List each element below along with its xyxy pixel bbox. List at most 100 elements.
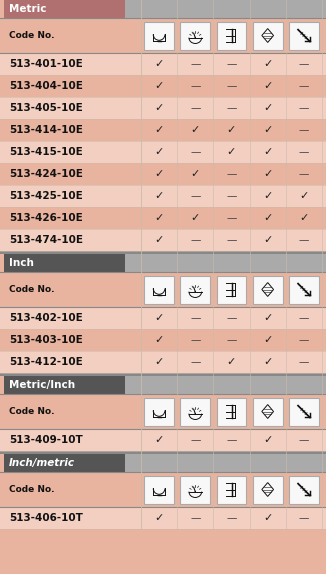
Text: ✓: ✓: [263, 235, 273, 245]
FancyBboxPatch shape: [217, 21, 246, 49]
FancyBboxPatch shape: [144, 475, 174, 503]
Text: —: —: [190, 147, 200, 157]
Text: ✓: ✓: [263, 357, 273, 367]
Bar: [0, 329, 326, 351]
FancyBboxPatch shape: [289, 475, 319, 503]
FancyBboxPatch shape: [181, 475, 210, 503]
Text: ✓: ✓: [263, 513, 273, 523]
Text: ✓: ✓: [155, 335, 164, 345]
Circle shape: [195, 413, 196, 414]
Text: Code No.: Code No.: [9, 407, 54, 416]
Text: —: —: [299, 435, 309, 445]
Text: —: —: [226, 213, 237, 223]
Text: Code No.: Code No.: [9, 285, 54, 294]
Bar: [0, 507, 326, 529]
Text: —: —: [190, 313, 200, 323]
Text: —: —: [190, 513, 200, 523]
Text: Metric: Metric: [9, 4, 47, 14]
Text: ✓: ✓: [155, 147, 164, 157]
FancyBboxPatch shape: [181, 398, 210, 425]
Bar: [0, 185, 326, 207]
FancyBboxPatch shape: [217, 398, 246, 425]
Text: —: —: [299, 357, 309, 367]
Bar: [4, 254, 125, 272]
Text: ✓: ✓: [155, 81, 164, 91]
Bar: [125, 254, 326, 272]
Bar: [0, 394, 326, 429]
Text: ✓: ✓: [155, 213, 164, 223]
Text: ✓: ✓: [263, 103, 273, 113]
Bar: [0, 351, 326, 373]
Text: —: —: [299, 81, 309, 91]
FancyBboxPatch shape: [144, 398, 174, 425]
Text: —: —: [190, 81, 200, 91]
Text: ✓: ✓: [227, 125, 236, 135]
Text: ✓: ✓: [299, 191, 309, 201]
Text: —: —: [299, 235, 309, 245]
Bar: [0, 119, 326, 141]
Text: —: —: [299, 335, 309, 345]
Text: —: —: [190, 357, 200, 367]
Text: ✓: ✓: [155, 357, 164, 367]
Text: 513-425-10E: 513-425-10E: [9, 191, 83, 201]
FancyBboxPatch shape: [289, 276, 319, 304]
Text: Code No.: Code No.: [9, 485, 54, 494]
FancyBboxPatch shape: [253, 21, 283, 49]
Text: —: —: [226, 81, 237, 91]
Text: Metric/Inch: Metric/Inch: [9, 380, 75, 390]
FancyBboxPatch shape: [144, 276, 174, 304]
Text: 513-409-10T: 513-409-10T: [9, 435, 83, 445]
FancyBboxPatch shape: [217, 475, 246, 503]
Text: ✓: ✓: [191, 169, 200, 179]
Text: 513-474-10E: 513-474-10E: [9, 235, 83, 245]
Text: ✓: ✓: [263, 213, 273, 223]
Text: Code No.: Code No.: [9, 31, 54, 40]
Text: ✓: ✓: [191, 213, 200, 223]
Text: 513-426-10E: 513-426-10E: [9, 213, 83, 223]
Text: ✓: ✓: [263, 147, 273, 157]
Bar: [4, 454, 125, 472]
FancyBboxPatch shape: [289, 21, 319, 49]
Bar: [0, 472, 326, 507]
Text: 513-424-10E: 513-424-10E: [9, 169, 83, 179]
Text: 513-402-10E: 513-402-10E: [9, 313, 83, 323]
Text: 513-412-10E: 513-412-10E: [9, 357, 83, 367]
Bar: [0, 251, 326, 254]
FancyBboxPatch shape: [253, 475, 283, 503]
Bar: [125, 0, 326, 18]
Text: ✓: ✓: [263, 169, 273, 179]
Text: —: —: [299, 169, 309, 179]
Bar: [4, 0, 125, 18]
Circle shape: [195, 291, 196, 292]
Bar: [0, 272, 326, 307]
Text: —: —: [299, 59, 309, 69]
Text: ✓: ✓: [263, 191, 273, 201]
Bar: [0, 207, 326, 229]
Text: —: —: [226, 169, 237, 179]
Text: 513-405-10E: 513-405-10E: [9, 103, 83, 113]
Circle shape: [195, 37, 196, 38]
Text: ✓: ✓: [227, 147, 236, 157]
Text: ✓: ✓: [155, 313, 164, 323]
FancyBboxPatch shape: [144, 21, 174, 49]
Text: ✓: ✓: [155, 59, 164, 69]
Text: ✓: ✓: [155, 235, 164, 245]
Text: Inch: Inch: [9, 258, 34, 268]
Bar: [125, 376, 326, 394]
FancyBboxPatch shape: [217, 276, 246, 304]
Bar: [0, 373, 326, 376]
Text: ✓: ✓: [155, 435, 164, 445]
Text: —: —: [226, 313, 237, 323]
FancyBboxPatch shape: [289, 398, 319, 425]
Text: ✓: ✓: [263, 81, 273, 91]
Text: ✓: ✓: [263, 335, 273, 345]
Text: Inch/metric: Inch/metric: [9, 458, 75, 468]
Bar: [0, 75, 326, 97]
Text: 513-403-10E: 513-403-10E: [9, 335, 83, 345]
Text: ✓: ✓: [155, 513, 164, 523]
Text: —: —: [226, 513, 237, 523]
Bar: [0, 18, 326, 53]
Text: ✓: ✓: [299, 213, 309, 223]
Bar: [4, 376, 125, 394]
FancyBboxPatch shape: [253, 276, 283, 304]
